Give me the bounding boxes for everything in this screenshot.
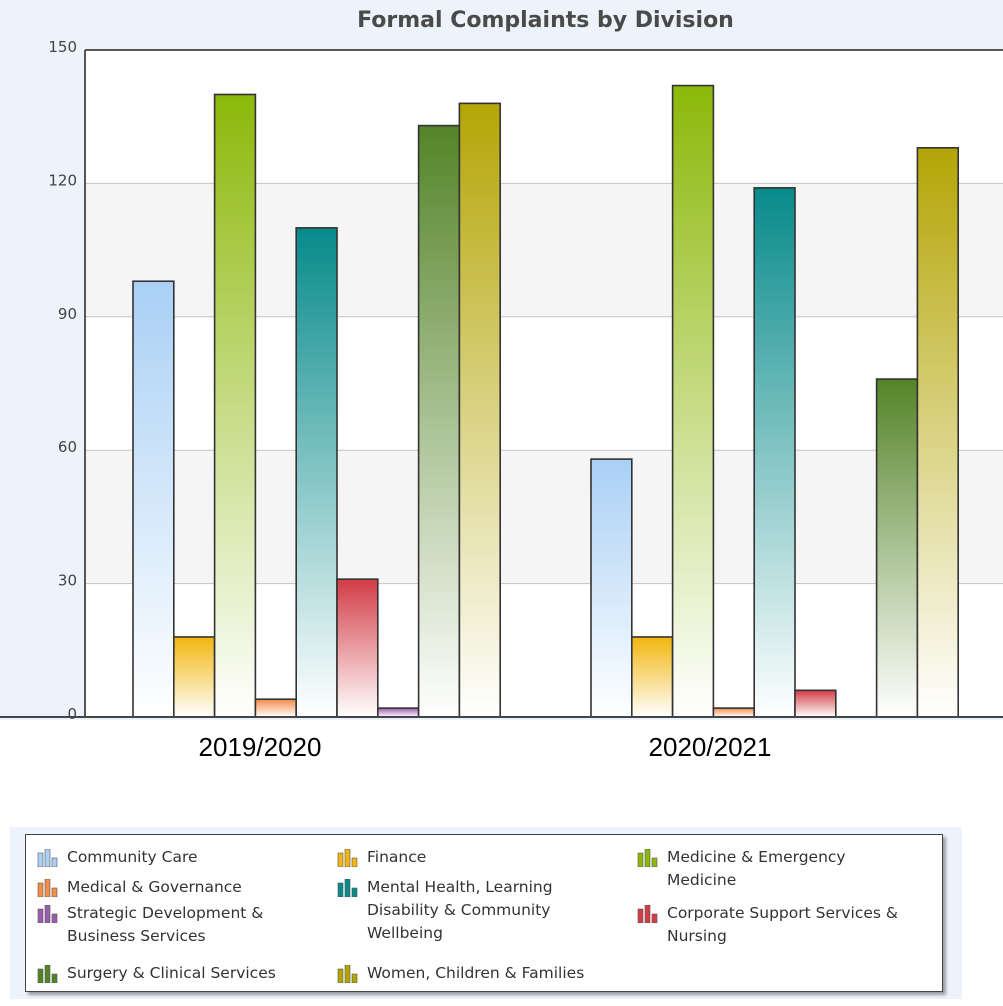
bar-women-children-families-0[interactable] [458,102,501,718]
bar-mental-health-learning-disability-community-wellbeing-1[interactable] [753,187,796,718]
legend-label: Medical & Governance [67,878,242,896]
legend-label: Finance [367,848,427,866]
legend-item-medicine-emergency-medicine[interactable]: Medicine & Emergency Medicine [637,846,917,892]
legend-bar-chart-icon [37,879,58,897]
legend-label: Mental Health, Learning Disability & Com… [367,878,553,942]
legend-item-strategic-development-business-services[interactable]: Strategic Development & Business Service… [37,902,327,948]
y-tick-label: 90 [58,305,77,323]
bar-medical-governance-1[interactable] [712,707,756,718]
chart-title: Formal Complaints by Division [357,8,734,33]
legend-bar-chart-icon [637,905,658,923]
bar-surgery-clinical-services-0[interactable] [417,124,461,718]
legend-bar-chart-icon [37,905,58,923]
legend-bar-chart-icon [637,849,658,867]
bar-medical-governance-0[interactable] [254,698,297,718]
legend-item-surgery-clinical-services[interactable]: Surgery & Clinical Services [37,962,327,985]
y-tick-label: 30 [58,572,77,590]
bar-medicine-emergency-medicine-1[interactable] [671,84,715,718]
bar-finance-1[interactable] [630,636,674,718]
legend-bar-chart-icon [37,965,58,983]
legend-bar-chart-icon [337,965,358,983]
bar-strategic-development-business-services-0[interactable] [376,707,420,718]
legend-label: Strategic Development & Business Service… [67,904,264,945]
bar-community-care-1[interactable] [590,458,633,718]
bar-finance-0[interactable] [173,636,216,718]
bar-community-care-0[interactable] [132,280,175,718]
legend-label: Corporate Support Services & Nursing [667,904,898,945]
chart-plot: 0 30 60 90 120 150 [0,38,1003,720]
legend-item-medical-governance[interactable]: Medical & Governance [37,876,307,899]
bar-surgery-clinical-services-1[interactable] [875,378,919,718]
legend-label: Women, Children & Families [367,964,585,982]
legend-item-corporate-support-services-nursing[interactable]: Corporate Support Services & Nursing [637,902,907,948]
bar-medicine-emergency-medicine-0[interactable] [213,93,257,718]
legend-label: Community Care [67,848,198,866]
legend-item-mental-health-learning-disability-community-wellbeing[interactable]: Mental Health, Learning Disability & Com… [337,876,607,945]
bar-mental-health-learning-disability-community-wellbeing-0[interactable] [295,227,338,718]
legend-bar-chart-icon [337,879,358,897]
y-tick-label: 60 [58,438,77,456]
legend-bar-chart-icon [337,849,358,867]
bar-corporate-support-services-nursing-0[interactable] [336,578,379,718]
legend-label: Surgery & Clinical Services [67,964,276,982]
legend-item-finance[interactable]: Finance [337,846,607,869]
legend-label: Medicine & Emergency Medicine [667,848,846,889]
legend-item-women-children-families[interactable]: Women, Children & Families [337,962,627,985]
legend-bar-chart-icon [37,849,58,867]
y-tick-label: 150 [48,38,77,56]
category-label-2019-2020: 2019/2020 [198,732,322,762]
bar-women-children-families-1[interactable] [916,147,960,718]
legend [25,834,943,992]
bar-corporate-support-services-nursing-1[interactable] [794,689,837,718]
legend-item-community-care[interactable]: Community Care [37,846,307,869]
category-label-2020-2021: 2020/2021 [648,732,772,762]
y-tick-label: 0 [67,705,77,720]
y-tick-label: 120 [48,171,77,189]
